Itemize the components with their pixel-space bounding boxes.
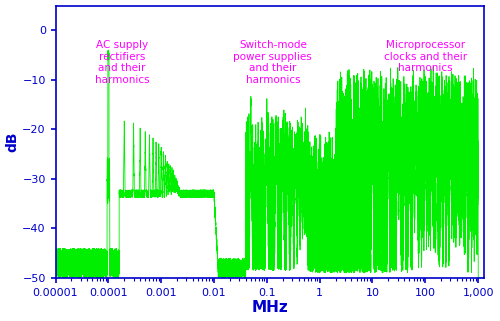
X-axis label: MHz: MHz [252,300,288,316]
Y-axis label: dB: dB [6,132,20,152]
Text: Switch-mode
power supplies
and their
harmonics: Switch-mode power supplies and their har… [234,40,312,85]
Text: AC supply
rectifiers
and their
harmonics: AC supply rectifiers and their harmonics [94,40,149,85]
Text: Microprocessor
clocks and their
harmonics: Microprocessor clocks and their harmonic… [384,40,467,74]
